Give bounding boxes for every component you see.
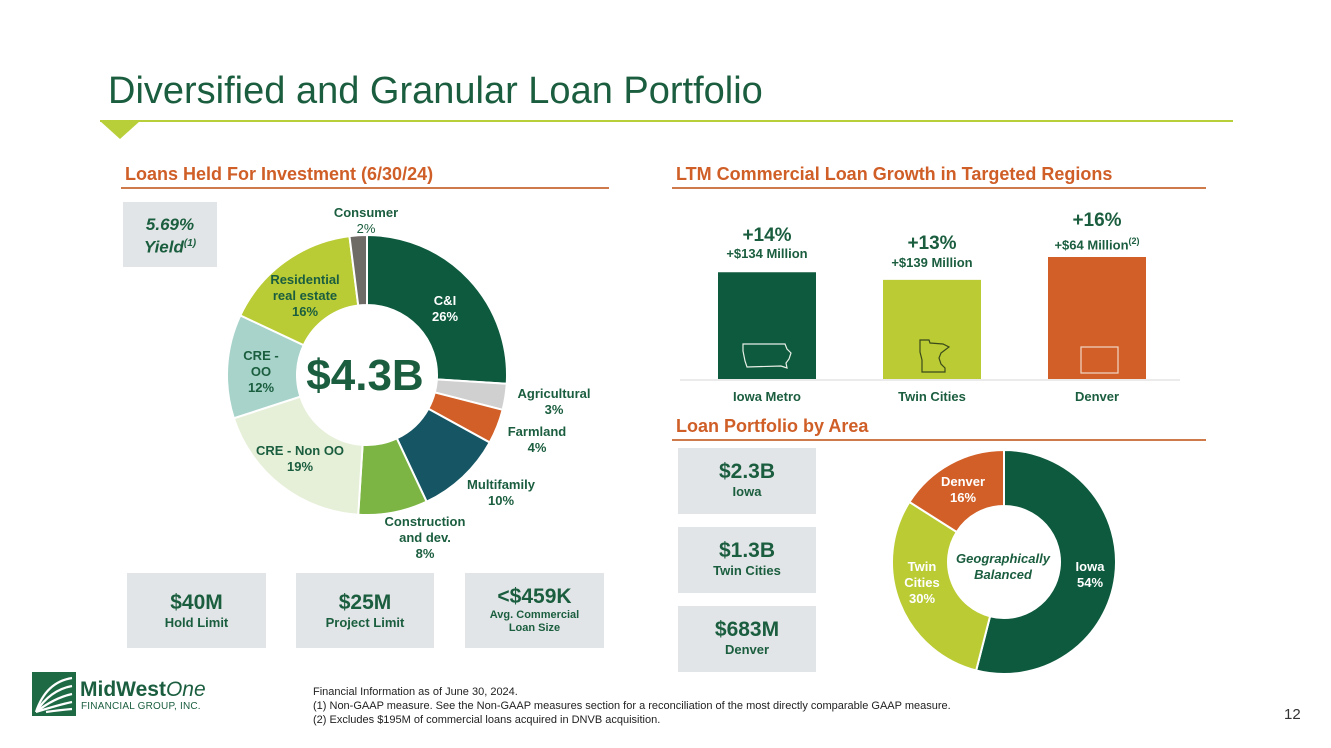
area-box-denver: $683M Denver	[678, 606, 816, 672]
page-number: 12	[1284, 706, 1301, 723]
area-box-twin-cities: $1.3B Twin Cities	[678, 527, 816, 593]
growth-amount-twin-cities: +$139 Million	[891, 255, 973, 270]
area-slice-label-iowa: Iowa 54%	[1075, 559, 1105, 590]
loans-section-title: Loans Held For Investment (6/30/24)	[125, 164, 434, 184]
area-slice-label-twin-cities: Twin Cities 30%	[904, 559, 940, 606]
slice-label-consumer: Consumer 2%	[333, 205, 399, 236]
slice-cre-non-oo	[232, 395, 364, 516]
minnesota-map-icon	[919, 339, 951, 373]
slice-label-cre-non-oo: CRE - Non OO 19%	[255, 443, 345, 474]
title-divider-triangle	[100, 121, 140, 139]
slice-label-ci: C&I 26%	[431, 293, 459, 324]
project-limit-label: Project Limit	[325, 615, 405, 630]
loans-section-rule	[121, 187, 609, 189]
area-value-twin-cities: $1.3B	[718, 539, 776, 562]
logo-wordmark: MidWestOne	[80, 678, 206, 701]
area-donut-chart	[891, 448, 1117, 675]
slice-label-cre-oo: CRE - OO 12%	[243, 348, 279, 395]
growth-pct-denver: +16%	[1072, 210, 1122, 231]
slice-label-farmland: Farmland 4%	[507, 424, 567, 455]
slice-twin-cities	[891, 500, 992, 672]
area-value-denver: $683M	[714, 618, 780, 641]
area-slice-label-denver: Denver 16%	[940, 474, 986, 505]
growth-pct-twin-cities: +13%	[907, 233, 957, 254]
slice-denver	[908, 448, 1005, 534]
slice-consumer	[348, 233, 368, 307]
yield-box: 5.69% Yield(1)	[123, 202, 217, 267]
project-limit-value: $25M	[338, 591, 392, 614]
avg-loan-size-label: Avg. Commercial Loan Size	[489, 609, 580, 634]
iowa-map-icon	[742, 343, 792, 369]
bar-twin-cities	[883, 279, 981, 379]
growth-category-iowa-metro: Iowa Metro	[733, 389, 801, 404]
area-center-label: Geographically Balanced	[956, 551, 1050, 582]
slice-label-residential: Residential real estate 16%	[270, 272, 340, 319]
loans-center-total: $4.3B	[306, 351, 423, 400]
growth-bar-chart	[680, 257, 1180, 381]
area-section-title: Loan Portfolio by Area	[676, 416, 869, 436]
bar-iowa-metro	[718, 272, 816, 379]
growth-category-denver: Denver	[1074, 389, 1120, 404]
midwestone-logo-icon	[32, 672, 76, 716]
footnote-2: (2) Excludes $195M of commercial loans a…	[313, 714, 661, 726]
hold-limit-box: $40M Hold Limit	[127, 573, 266, 648]
yield-value: 5.69%	[145, 215, 195, 234]
hold-limit-label: Hold Limit	[164, 615, 229, 630]
colorado-map-icon	[1080, 346, 1119, 374]
growth-section-title: LTM Commercial Loan Growth in Targeted R…	[676, 164, 1113, 184]
area-label-iowa: Iowa	[732, 484, 762, 499]
yield-label: Yield	[143, 237, 184, 257]
growth-pct-iowa-metro: +14%	[742, 225, 792, 246]
area-box-iowa: $2.3B Iowa	[678, 448, 816, 514]
avg-loan-size-box: <$459K Avg. Commercial Loan Size	[465, 573, 604, 648]
footnote-date: Financial Information as of June 30, 202…	[313, 686, 518, 698]
logo-subtitle: FINANCIAL GROUP, INC.	[81, 701, 201, 712]
yield-footnote-ref: (1)	[183, 238, 197, 249]
growth-section-rule	[672, 187, 1206, 189]
slice-c-i	[366, 233, 508, 385]
area-label-twin-cities: Twin Cities	[713, 563, 781, 578]
avg-loan-size-value: <$459K	[497, 585, 572, 608]
slice-iowa	[974, 448, 1117, 675]
slice-label-agricultural: Agricultural 3%	[517, 386, 591, 417]
slice-label-construction: Construction and dev. 8%	[384, 514, 466, 561]
growth-category-twin-cities: Twin Cities	[898, 389, 966, 404]
loans-donut-chart: $4.3B	[226, 233, 508, 516]
growth-amount-denver: +$64 Million(2)	[1054, 236, 1140, 253]
title-divider	[100, 120, 1233, 122]
area-value-iowa: $2.3B	[718, 460, 776, 483]
area-section-rule	[672, 439, 1206, 441]
growth-amount-iowa-metro: +$134 Million	[726, 246, 808, 261]
footnote-1: (1) Non-GAAP measure. See the Non-GAAP m…	[313, 700, 951, 712]
bar-denver	[1048, 257, 1146, 379]
slice-label-multifamily: Multifamily 10%	[467, 477, 535, 508]
page-title: Diversified and Granular Loan Portfolio	[108, 70, 763, 112]
area-label-denver: Denver	[724, 642, 770, 657]
hold-limit-value: $40M	[170, 591, 223, 614]
project-limit-box: $25M Project Limit	[296, 573, 434, 648]
